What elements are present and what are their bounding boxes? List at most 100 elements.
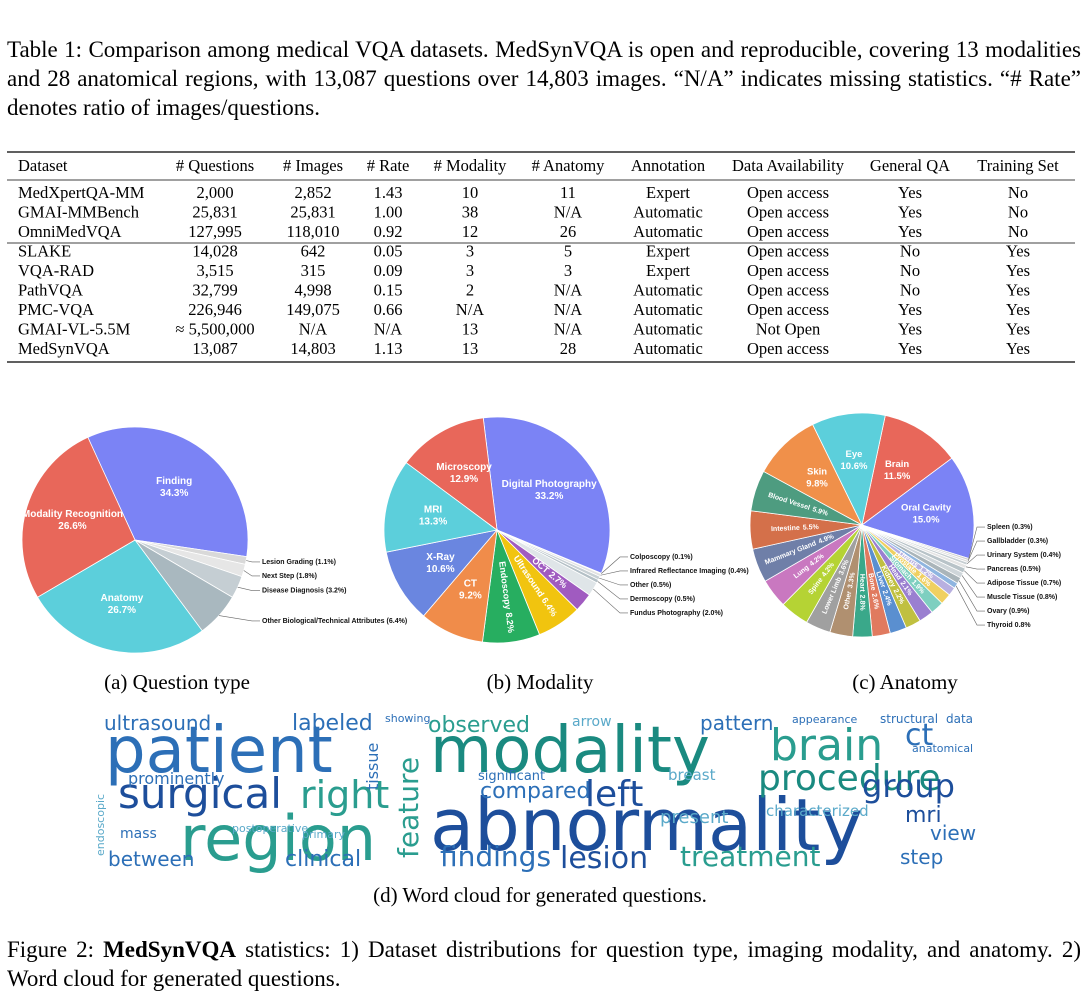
slice-name: Oral Cavity [901,503,952,514]
table-cell: No [900,280,920,299]
table-cell: 14,803 [290,339,335,358]
cloud-word: endoscopic [94,794,107,856]
leader-line [967,540,985,562]
table-cell: GMAI-VL-5.5M [18,319,131,338]
leader-line [218,615,260,622]
table-cell: 13,087 [192,339,237,358]
slice-name: Eye [846,449,863,460]
slice-name: Disease Diagnosis [262,587,324,594]
leader-line [246,560,260,563]
table-cell: OmniMedVQA [18,222,122,241]
table-cell: Open access [747,339,829,358]
table-cell: 1.00 [374,202,403,221]
slice-value: (0.8%) [1037,594,1058,601]
outside-label: Ovary (0.9%) [987,608,1029,615]
pie-slice [383,462,498,553]
column-header: # Images [283,156,343,175]
column-header: # Questions [176,156,254,175]
table-cell: Yes [1006,339,1030,358]
table-cell: SLAKE [18,241,71,260]
slice-name: Other [843,590,853,610]
table-cell: Yes [1006,241,1030,260]
cloud-word: region [180,802,376,875]
slice-name: Next Step [262,573,294,580]
cloud-word: procedure [758,758,941,799]
column-header: Annotation [631,156,705,175]
table-cell: MedSynVQA [18,339,110,358]
caption-text: statistics: 1) Dataset distributions for… [7,937,1081,991]
table-cell: Open access [747,261,829,280]
leader-line [593,588,628,614]
slice-label: Other3.3% [843,571,857,610]
slice-name: Spleen [987,524,1010,531]
outside-label: Other (0.5%) [630,582,671,589]
slice-value: 12.9% [450,474,478,485]
slice-name: Ovary [987,608,1007,615]
leader-line [961,575,985,598]
cloud-word: mri [905,803,942,828]
slice-name: CT [464,579,477,590]
leader-line [597,581,628,600]
cloud-word: breast [668,766,716,784]
table-cell: Yes [898,339,922,358]
table-cell: Yes [898,183,922,202]
slice-value: 2.6% [870,593,880,611]
table-cell: 1.13 [374,339,403,358]
outside-label: Lesion Grading (1.1%) [262,559,336,566]
wordcloud-caption: (d) Word cloud for generated questions. [373,883,707,907]
slice-name: Bone [867,573,877,592]
slice-value: (0.1%) [672,554,693,561]
cloud-word: mass [120,826,157,842]
table-cell: 315 [301,261,326,280]
cloud-word: step [900,845,943,869]
table-cell: 5 [564,241,572,260]
table-cell: 226,946 [188,300,242,319]
slice-name: Pancreas [987,566,1018,573]
cloud-word: significant [478,769,545,784]
leader-line [600,570,628,576]
table-cell: 0.15 [374,280,403,299]
table-cell: VQA-RAD [18,261,94,280]
table-cell: Automatic [633,202,703,221]
cloud-word: present [660,807,728,828]
slice-name: Adipose Tissue [987,580,1039,587]
cloud-word: patient [105,714,333,788]
slice-value: (0.4%) [728,568,749,575]
pie-slice [812,412,886,527]
table-cell: 149,075 [286,300,340,319]
cloud-word: feature [392,757,425,858]
outside-label: Thyroid 0.8% [987,622,1031,629]
slice-name: Colposcopy [630,554,670,561]
slice-value: (0.7%) [1041,580,1062,587]
table-cell: No [900,261,920,280]
table-cell: Yes [898,222,922,241]
table-cell: 3 [564,261,572,280]
leader-line [243,570,260,577]
table-cell: 3 [466,261,474,280]
cloud-word: showing [385,712,430,725]
table-cell: 2,852 [294,183,331,202]
cloud-word: arrow [572,714,612,730]
table-cell: Yes [898,300,922,319]
table-cell: Open access [747,202,829,221]
slice-value: (0.3%) [1012,524,1033,531]
leader-line [968,526,985,560]
outside-label: Next Step (1.8%) [262,573,317,580]
slice-name: Anatomy [100,593,143,604]
chart-caption: (a) Question type [104,670,250,694]
table-cell: PMC-VQA [18,300,94,319]
cloud-word: between [108,847,194,871]
slice-name: Intestine [771,525,800,533]
outside-label: Dermoscopy (0.5%) [630,596,695,603]
table-cell: 26 [560,222,577,241]
cloud-word: structural [880,712,938,726]
slice-value: (0.9%) [1009,608,1030,615]
slice-value: 26.6% [58,521,86,532]
table-cell: No [1008,183,1028,202]
table-cell: Automatic [633,300,703,319]
cloud-word: data [946,712,973,726]
table-cell: Open access [747,241,829,260]
slice-value: (1.8%) [296,573,317,580]
cloud-word: left [585,774,643,815]
column-header: # Anatomy [532,156,606,175]
